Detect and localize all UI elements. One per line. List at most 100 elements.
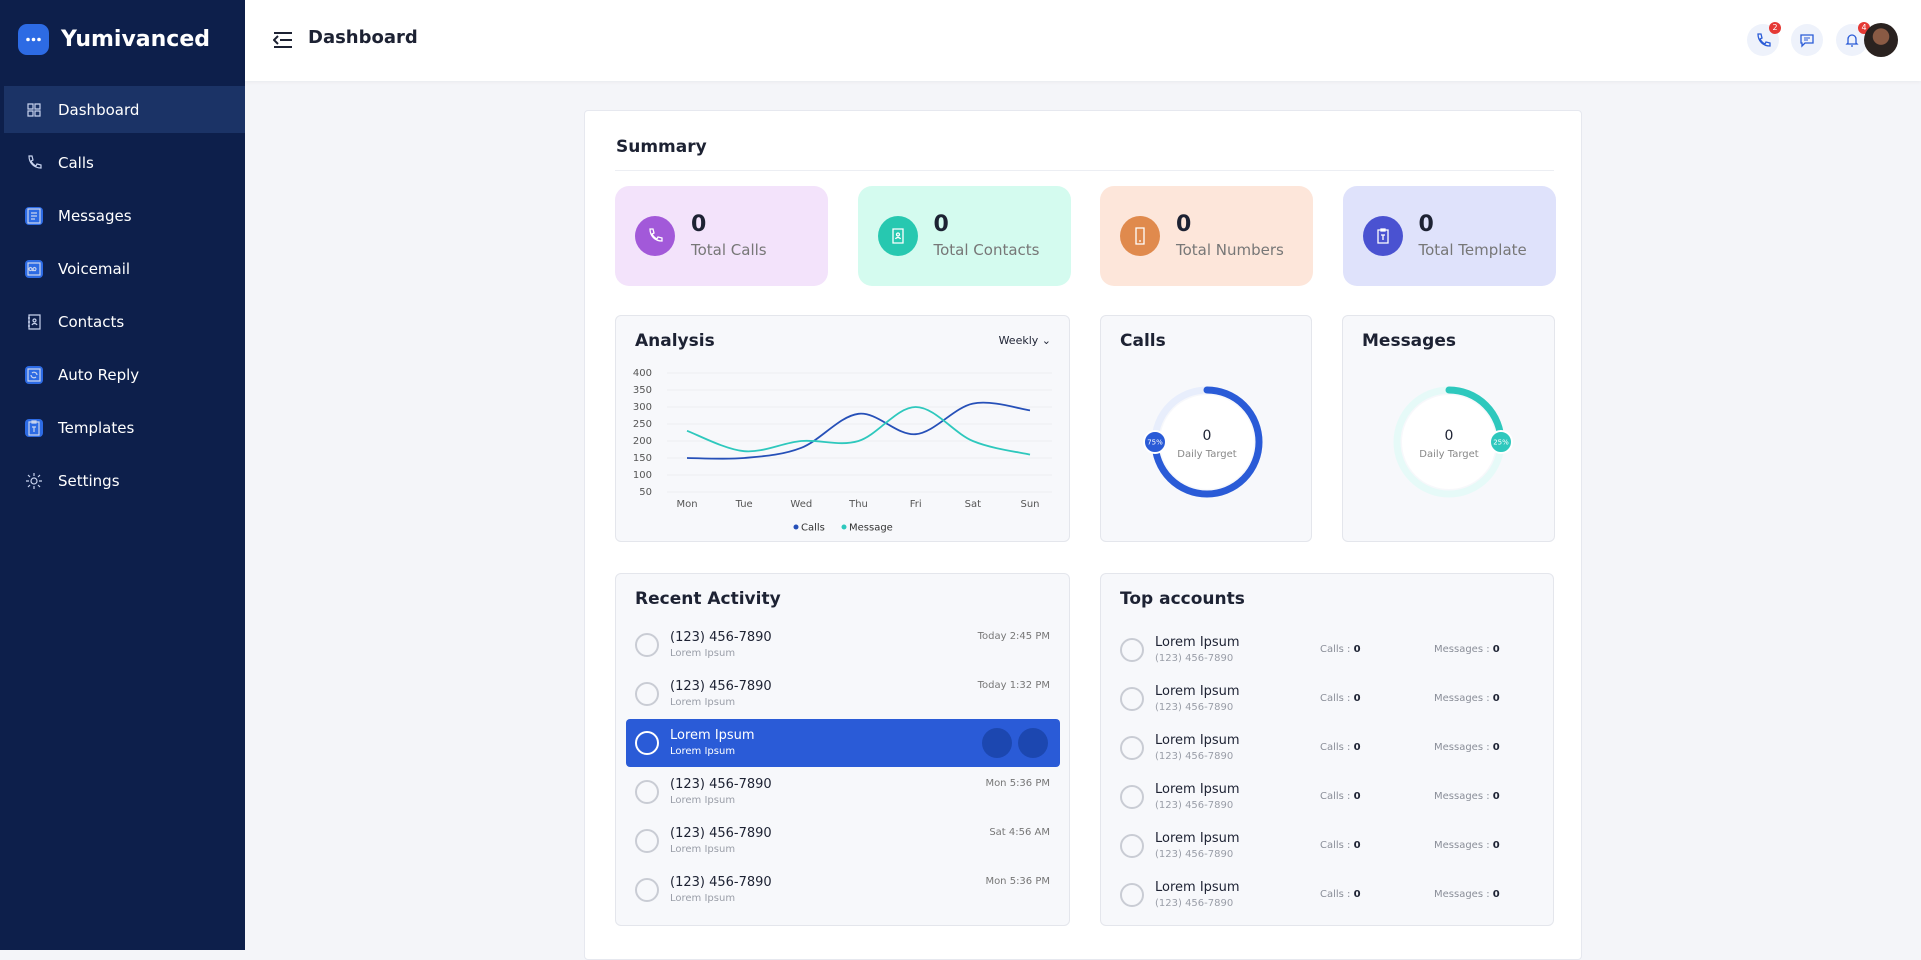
nav-item[interactable]: Voicemail (4, 245, 245, 292)
nav-label: Contacts (58, 312, 125, 331)
avatar (1120, 834, 1144, 858)
calls-label: Calls : (1320, 840, 1351, 851)
main-card: Summary 0 Total Calls 0 Total Contacts 0 Tota… (584, 110, 1582, 960)
messages-value: 0 (1492, 742, 1500, 753)
contact-name: Lorem Ipsum (670, 728, 755, 743)
activity-row[interactable]: (123) 456-7890 Lorem Ipsum Sat 4:56 AM (626, 817, 1060, 865)
x-tick-label: Sun (1020, 499, 1039, 510)
calls-stat: Calls : 0 (1320, 742, 1361, 753)
calls-value: 0 (1353, 791, 1361, 802)
icon (1135, 227, 1145, 245)
calls-stat: Calls : 0 (1320, 644, 1361, 655)
messages-stat: Messages : 0 (1434, 742, 1500, 753)
contact-name: (123) 456-7890 (670, 630, 772, 645)
donut-chart: 25% 0 Daily Target (1393, 386, 1513, 498)
avatar[interactable] (1864, 23, 1898, 57)
activity-row[interactable]: (123) 456-7890 Lorem Ipsum Today 2:45 PM (626, 621, 1060, 669)
sidebar: Yumivanced Dashboard Calls Messages Voicema… (0, 0, 245, 950)
y-tick-label: 350 (633, 385, 652, 396)
activity-row[interactable]: (123) 456-7890 Lorem Ipsum Today 1:32 PM (626, 670, 1060, 718)
stat-icon (1362, 216, 1403, 256)
calls-button[interactable]: 2 (1747, 22, 1781, 56)
contact-sub: Lorem Ipsum (670, 795, 736, 806)
x-tick-label: Mon (676, 499, 697, 510)
account-row: Lorem Ipsum (123) 456-7890 Calls : 0 Messag… (1111, 626, 1545, 674)
stat-icon (1120, 216, 1160, 256)
icon-shape (649, 228, 663, 242)
avatar (635, 731, 659, 755)
logo (18, 24, 49, 55)
account-row: Lorem Ipsum (123) 456-7890 Calls : 0 Messag… (1111, 822, 1545, 870)
nav-item[interactable]: Messages (4, 192, 245, 239)
stat-label: Total Contacts (933, 241, 1040, 259)
messages-stat: Messages : 0 (1434, 791, 1500, 802)
nav-icon (25, 418, 43, 437)
nav-icon (26, 472, 42, 489)
activity-time: Today 2:45 PM (977, 631, 1050, 642)
percent-label: 75% (1147, 439, 1163, 447)
header: Dashboard 2 4 (245, 0, 1921, 81)
nav-label: Auto Reply (58, 365, 140, 384)
messages-label: Messages : (1434, 889, 1490, 900)
contact-sub: Lorem Ipsum (670, 697, 736, 708)
account-row: Lorem Ipsum (123) 456-7890 Calls : 0 Messag… (1111, 724, 1545, 772)
messages-stat: Messages : 0 (1434, 840, 1500, 851)
series-line (686, 406, 1031, 456)
nav-label: Voicemail (58, 259, 131, 278)
calls-value: 0 (1353, 742, 1361, 753)
calls-value: 0 (1353, 693, 1361, 704)
nav-item[interactable]: Settings (4, 457, 245, 504)
avatar (635, 682, 659, 706)
nav-icon (27, 102, 41, 117)
account-row: Lorem Ipsum (123) 456-7890 Calls : 0 Messag… (1111, 675, 1545, 723)
calls-panel: Calls 75% 0 Daily Target (1100, 315, 1312, 542)
legend-marker (793, 524, 799, 530)
stat-card: 0 Total Template (1342, 186, 1556, 286)
x-tick-label: Wed (790, 499, 812, 510)
action-button[interactable] (1018, 728, 1048, 758)
calls-stat: Calls : 0 (1320, 693, 1361, 704)
badge: 2 (1769, 22, 1781, 34)
nav-item[interactable]: Templates (4, 404, 245, 451)
messages-label: Messages : (1434, 840, 1490, 851)
calls-label: Calls : (1320, 693, 1351, 704)
account-phone: (123) 456-7890 (1155, 751, 1234, 762)
stat-icon (635, 216, 675, 256)
messages-value: 0 (1492, 840, 1500, 851)
icon (27, 207, 41, 224)
avatar (1120, 883, 1144, 907)
menu-toggle[interactable] (273, 31, 293, 49)
donut-chart: 75% 0 Daily Target (1143, 386, 1263, 498)
action-button[interactable] (982, 728, 1012, 758)
stat-value: 0 (1176, 212, 1192, 237)
stat-label: Total Template (1418, 241, 1527, 259)
messages-stat: Messages : 0 (1434, 644, 1500, 655)
messages-button[interactable] (1791, 24, 1823, 56)
line-chart: 50 100 150 200 250 300 350 400 Mon Tue Wed Thu Fri Sa… (633, 368, 1052, 534)
messages-stat: Messages : 0 (1434, 693, 1500, 704)
section-title: Summary (616, 137, 707, 157)
period-select[interactable]: Weekly ⌄ (998, 334, 1051, 347)
stat-card: 0 Total Numbers (1100, 186, 1313, 286)
icon-shape (891, 228, 904, 244)
nav-item[interactable]: Contacts (4, 298, 245, 345)
contact-name: (123) 456-7890 (670, 875, 772, 890)
period-label: Weekly (998, 334, 1039, 347)
nav-icon (28, 313, 41, 330)
nav-label: Dashboard (58, 100, 140, 119)
stat-value: 0 (691, 212, 707, 237)
nav-item[interactable]: Dashboard (4, 86, 245, 133)
legend-marker (841, 524, 847, 530)
nav-label: Messages (58, 206, 132, 225)
activity-row[interactable]: (123) 456-7890 Lorem Ipsum Mon 5:36 PM (626, 768, 1060, 816)
account-name: Lorem Ipsum (1155, 684, 1240, 699)
activity-row[interactable]: Lorem Ipsum Lorem Ipsum (626, 719, 1060, 767)
x-tick-label: Tue (735, 499, 753, 510)
brand: Yumivanced (61, 27, 211, 52)
nav-item[interactable]: Auto Reply (4, 351, 245, 398)
series-line (686, 401, 1031, 460)
messages-label: Messages : (1434, 644, 1490, 655)
nav-item[interactable]: Calls (4, 139, 245, 186)
activity-row[interactable]: (123) 456-7890 Lorem Ipsum Mon 5:36 PM (626, 866, 1060, 914)
account-name: Lorem Ipsum (1155, 831, 1240, 846)
